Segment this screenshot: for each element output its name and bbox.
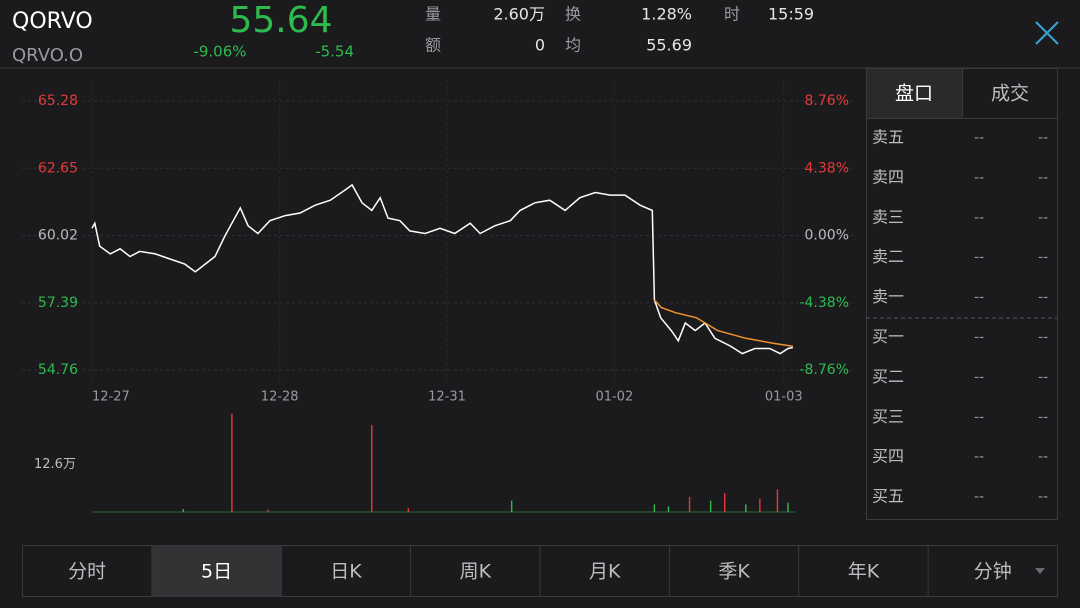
stat-label: 时: [724, 5, 740, 24]
stat-label: 换: [565, 5, 581, 24]
book-volume: --: [1038, 449, 1048, 465]
tab-label[interactable]: 分时: [68, 561, 106, 583]
tab-label[interactable]: 年K: [848, 561, 880, 583]
y2-tick-label: -8.76%: [799, 362, 849, 378]
book-volume: --: [1038, 489, 1048, 505]
volume-bar: [510, 500, 513, 512]
book-label: 卖一: [872, 287, 904, 306]
book-price: --: [974, 130, 984, 146]
symbol: QORVO: [12, 9, 93, 34]
book-volume: --: [1038, 250, 1048, 266]
x-tick-label: 12-31: [428, 390, 466, 405]
volume-bar: [759, 498, 761, 512]
book-volume: --: [1038, 210, 1048, 226]
book-price: --: [974, 290, 984, 306]
book-price: --: [974, 170, 984, 186]
book-price: --: [974, 369, 984, 385]
book-volume: --: [1038, 409, 1048, 425]
x-tick-label: 12-28: [261, 390, 299, 405]
stat-value: 15:59: [768, 5, 814, 24]
book-volume: --: [1038, 170, 1048, 186]
code: QRVO.O: [12, 45, 83, 66]
y-tick-label: 57.39: [38, 295, 78, 311]
book-label: 买四: [872, 447, 904, 466]
x-tick-label: 12-27: [92, 390, 130, 405]
book-volume: --: [1038, 130, 1048, 146]
book-label: 买一: [872, 327, 904, 346]
tab-label[interactable]: 分钟: [974, 561, 1012, 583]
volume-bar: [709, 500, 712, 512]
book-label: 买二: [872, 367, 904, 386]
book-volume: --: [1038, 369, 1048, 385]
price-line: [653, 299, 794, 347]
tab-label[interactable]: 月K: [589, 561, 621, 583]
tab-label[interactable]: 周K: [460, 561, 492, 583]
book-label: 买五: [872, 487, 904, 506]
order-tab[interactable]: [962, 68, 1058, 119]
stat-label: 量: [425, 5, 441, 24]
y2-tick-label: 0.00%: [805, 228, 849, 244]
volume-bar: [776, 489, 779, 512]
volume-bar: [787, 502, 789, 512]
x-tick-label: 01-02: [595, 390, 633, 405]
y2-tick-label: 8.76%: [805, 93, 849, 109]
y-tick-label: 65.28: [38, 93, 78, 109]
book-volume: --: [1038, 330, 1048, 346]
book-volume: --: [1038, 290, 1048, 306]
stat-label: 均: [565, 36, 581, 55]
order-tab-label[interactable]: 盘口: [895, 83, 933, 105]
tab-label[interactable]: 日K: [330, 561, 362, 583]
book-price: --: [974, 489, 984, 505]
book-price: --: [974, 449, 984, 465]
stat-label: 额: [425, 36, 441, 55]
volume-bar: [371, 425, 373, 512]
book-price: --: [974, 210, 984, 226]
volume-bar: [688, 496, 691, 512]
change: -5.54: [315, 43, 354, 61]
book-label: 卖二: [872, 247, 904, 266]
volume-bar: [653, 504, 656, 512]
book-price: --: [974, 409, 984, 425]
stat-value: 1.28%: [641, 5, 692, 24]
book-label: 卖三: [872, 207, 904, 226]
dropdown-arrow[interactable]: [1035, 568, 1045, 574]
volume-bar: [231, 413, 233, 512]
tab-active-bg: [151, 545, 282, 597]
volume-bar: [407, 508, 410, 512]
x-tick-label: 01-03: [765, 390, 803, 405]
tab-label[interactable]: 5日: [201, 561, 232, 583]
book-label: 卖四: [872, 167, 904, 186]
volume-bar: [667, 506, 670, 512]
volume-bar: [182, 508, 185, 512]
stat-value: 2.60万: [493, 5, 545, 24]
order-tab-label[interactable]: 成交: [991, 83, 1029, 105]
y-tick-label: 54.76: [38, 362, 78, 378]
stat-value: 55.69: [646, 36, 692, 55]
volume-bar: [745, 504, 747, 512]
tab-label[interactable]: 季K: [718, 561, 750, 583]
book-price: --: [974, 330, 984, 346]
book-label: 买三: [872, 407, 904, 426]
book-label: 卖五: [872, 128, 904, 147]
order-tab-active[interactable]: [866, 68, 963, 119]
price: 55.64: [229, 0, 332, 41]
y-tick-label: 62.65: [38, 160, 78, 176]
y2-tick-label: -4.38%: [799, 295, 849, 311]
change-pct: -9.06%: [193, 43, 246, 61]
y-tick-label: 60.02: [38, 228, 78, 244]
volume-tick-label: 12.6万: [34, 457, 76, 472]
volume-bar: [724, 493, 726, 512]
book-price: --: [974, 250, 984, 266]
volume-bar: [267, 509, 269, 512]
y2-tick-label: 4.38%: [805, 160, 849, 176]
price-line: [91, 183, 794, 355]
stat-value: 0: [535, 36, 545, 55]
close-button[interactable]: [1035, 21, 1059, 45]
